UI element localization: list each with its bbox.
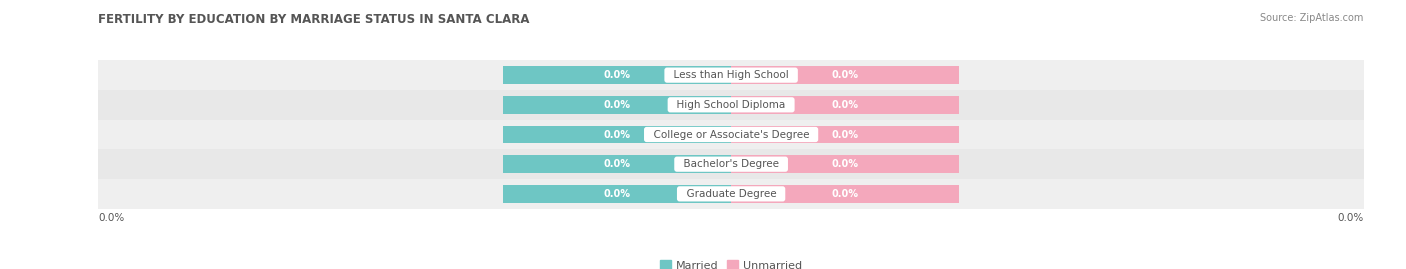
Bar (503, 155, 731, 173)
Text: 0.0%: 0.0% (831, 159, 859, 169)
Bar (98, 120, 1364, 149)
Bar (503, 155, 731, 173)
Bar (503, 185, 731, 203)
Text: Source: ZipAtlas.com: Source: ZipAtlas.com (1260, 13, 1364, 23)
Bar (503, 96, 731, 114)
Text: Less than High School: Less than High School (666, 70, 796, 80)
Text: Graduate Degree: Graduate Degree (679, 189, 783, 199)
Bar (731, 126, 959, 143)
Text: 0.0%: 0.0% (603, 129, 631, 140)
Bar (503, 66, 731, 84)
Text: 0.0%: 0.0% (603, 70, 631, 80)
Text: High School Diploma: High School Diploma (671, 100, 792, 110)
Bar (731, 185, 959, 203)
Text: 0.0%: 0.0% (831, 129, 859, 140)
Bar (731, 185, 959, 203)
Text: College or Associate's Degree: College or Associate's Degree (647, 129, 815, 140)
Bar (98, 149, 1364, 179)
Bar (731, 126, 959, 143)
Bar (503, 126, 731, 143)
Bar (731, 96, 959, 114)
Bar (503, 96, 731, 114)
Bar (731, 155, 959, 173)
Text: 0.0%: 0.0% (1337, 213, 1364, 223)
Bar (731, 66, 959, 84)
Text: 0.0%: 0.0% (831, 70, 859, 80)
Text: 0.0%: 0.0% (831, 189, 859, 199)
Bar (503, 185, 731, 203)
Bar (98, 60, 1364, 90)
Text: 0.0%: 0.0% (831, 100, 859, 110)
Text: 0.0%: 0.0% (603, 159, 631, 169)
Bar (98, 179, 1364, 209)
Legend: Married, Unmarried: Married, Unmarried (655, 256, 807, 269)
Text: 0.0%: 0.0% (603, 100, 631, 110)
Text: FERTILITY BY EDUCATION BY MARRIAGE STATUS IN SANTA CLARA: FERTILITY BY EDUCATION BY MARRIAGE STATU… (98, 13, 530, 26)
Bar (731, 66, 959, 84)
Text: Bachelor's Degree: Bachelor's Degree (676, 159, 786, 169)
Bar (731, 96, 959, 114)
Bar (503, 126, 731, 143)
Bar (503, 66, 731, 84)
Bar (98, 90, 1364, 120)
Text: 0.0%: 0.0% (603, 189, 631, 199)
Text: 0.0%: 0.0% (98, 213, 125, 223)
Bar (731, 155, 959, 173)
